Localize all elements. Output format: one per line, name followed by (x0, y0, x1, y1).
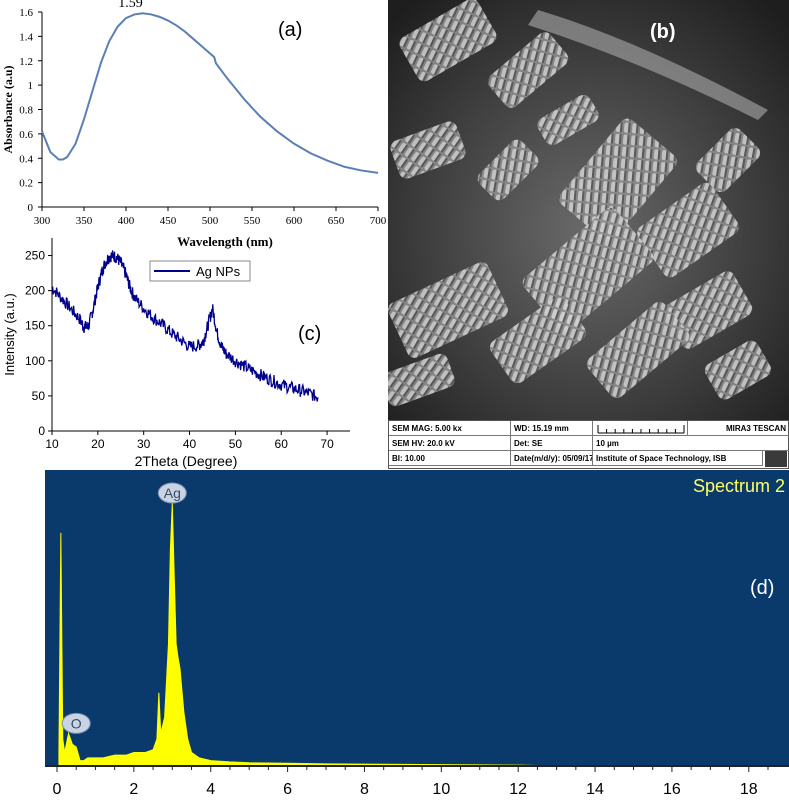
a-y-tick-label: 0 (28, 202, 34, 214)
sem-micrograph: (b) (381, 0, 789, 420)
a-x-tick-label: 650 (328, 215, 345, 227)
c-x-tick-label: 20 (91, 437, 105, 451)
c-y-axis-label: Intensity (a.u.) (2, 293, 17, 375)
d-peak-label-bubble (61, 712, 91, 734)
a-y-tick-label: 1.2 (19, 56, 33, 68)
d-peak-label: O (71, 715, 82, 731)
sem-crystal-cluster (399, 0, 497, 82)
a-y-tick-label: 0.8 (19, 105, 33, 117)
sem-mag: SEM MAG: 5.00 kx (389, 421, 511, 436)
d-x-tick-label: 14 (586, 781, 604, 798)
sem-crystal-cluster (537, 94, 599, 146)
panel-label-d: (d) (750, 577, 774, 599)
sem-crystal-cluster (388, 262, 508, 358)
a-peak-annotation: 1.59 (118, 0, 143, 11)
a-y-tick-label: 1 (28, 80, 34, 92)
a-x-tick-label: 500 (202, 215, 219, 227)
a-x-tick-label: 550 (244, 215, 261, 227)
uv-vis-chart: 300 350 400 450 500 550 600 650 700 0 0.2 0.4 0.6 0.8… (1, 0, 387, 249)
a-x-tick-label: 400 (118, 215, 135, 227)
sem-bi: BI: 10.00 (389, 451, 511, 466)
d-plot-background (45, 470, 789, 766)
d-peak-label: Ag (164, 485, 181, 501)
c-x-tick-label: 50 (229, 437, 243, 451)
sem-brand: MIRA3 TESCAN (688, 421, 789, 436)
edx-spectrum: 0 2 4 6 8 10 12 14 16 18 Spectrum 2 Ag O (d) (45, 470, 789, 798)
sem-scale-label: 10 µm (593, 436, 789, 451)
sem-crystal-cluster (695, 127, 761, 193)
c-y-tick-label: 100 (25, 354, 45, 368)
c-y-tick-label: 0 (38, 424, 45, 438)
sem-crystal-cluster (390, 121, 466, 179)
d-x-tick-label: 0 (53, 781, 62, 798)
c-y-tick-label: 50 (32, 389, 46, 403)
a-x-tick-label: 300 (34, 215, 51, 227)
sem-crystal-cluster (637, 182, 739, 278)
sem-institute: Institute of Space Technology, ISB (593, 451, 763, 466)
sem-crystal-cluster (586, 301, 690, 399)
panel-label-c: (c) (298, 323, 321, 345)
sem-scalebar (593, 421, 688, 436)
d-x-tick-label: 16 (663, 781, 681, 798)
a-y-tick-label: 1.4 (19, 31, 33, 43)
a-x-tick-label: 350 (76, 215, 93, 227)
a-y-axis-label: Absorbance (a.u) (1, 65, 15, 153)
sem-info-bar: SEM MAG: 5.00 kx WD: 15.19 mm MIRA3 TESC… (388, 420, 789, 469)
sem-crystal-cluster (477, 139, 539, 201)
c-legend-box (149, 260, 251, 282)
d-peak-label-bubble (157, 482, 187, 504)
a-y-tick-label: 0.2 (19, 178, 33, 190)
sem-image-panel: (b) SEM MAG: 5.00 kx WD: 15.19 mm MIRA3 … (381, 0, 789, 469)
panel-label-b: (b) (650, 21, 676, 43)
d-spectrum-fill (58, 503, 538, 767)
a-x-axis-label: Wavelength (nm) (177, 234, 273, 249)
c-y-tick-label: 200 (25, 284, 45, 298)
sem-crystal-cluster (489, 296, 587, 384)
c-x-axis-label: 2Theta (Degree) (135, 453, 238, 469)
d-spectrum-title: Spectrum 2 (693, 476, 785, 496)
c-x-tick-label: 60 (275, 437, 289, 451)
xrd-chart-panel: 10 20 30 40 50 60 70 0 50 100 150 200 250 2Theta (Deg… (0, 228, 380, 472)
a-y-tick-label: 0.4 (19, 153, 33, 165)
sem-wd: WD: 15.19 mm (511, 421, 593, 436)
d-x-tick-label: 6 (283, 781, 292, 798)
d-x-tick-label: 10 (432, 781, 450, 798)
d-x-tick-label: 18 (740, 781, 758, 798)
sem-det: Det: SE (511, 436, 593, 451)
c-series-ag-nps (51, 250, 319, 402)
sem-crystal-cluster (559, 118, 677, 242)
c-y-tick-label: 250 (25, 249, 45, 263)
scale-bar-ticks (597, 425, 685, 434)
xrd-chart: 10 20 30 40 50 60 70 0 50 100 150 200 250 2Theta (Deg… (2, 238, 350, 469)
c-x-tick-label: 30 (137, 437, 151, 451)
d-x-tick-label: 2 (129, 781, 138, 798)
sem-date: Date(m/d/y): 05/09/17 (511, 451, 593, 466)
c-x-tick-label: 40 (183, 437, 197, 451)
c-x-tick-label: 70 (320, 437, 334, 451)
sem-crystal-cluster (487, 32, 569, 108)
c-y-tick-label: 150 (25, 319, 45, 333)
uv-vis-chart-panel: 300 350 400 450 500 550 600 650 700 0 0.2 0.4 0.6 0.8… (0, 0, 390, 252)
a-x-tick-label: 700 (370, 215, 387, 227)
a-x-tick-label: 600 (286, 215, 303, 227)
c-legend-label: Ag NPs (196, 264, 241, 279)
sem-crystal-cluster (704, 340, 772, 400)
d-x-tick-label: 12 (509, 781, 527, 798)
a-x-tick-label: 450 (160, 215, 177, 227)
tescan-logo (765, 451, 787, 467)
d-x-tick-label: 4 (206, 781, 215, 798)
sem-hv: SEM HV: 20.0 kV (389, 436, 511, 451)
a-y-tick-label: 1.6 (19, 7, 33, 19)
a-y-tick-label: 0.6 (19, 129, 33, 141)
c-legend: Ag NPs (149, 260, 251, 282)
a-absorbance-line (41, 12, 379, 174)
panel-label-a: (a) (278, 19, 302, 41)
sem-crystal-cluster (381, 353, 455, 407)
edx-spectrum-panel: 0 2 4 6 8 10 12 14 16 18 Spectrum 2 Ag O (d) (0, 470, 789, 804)
d-x-tick-label: 8 (360, 781, 369, 798)
c-x-tick-label: 10 (45, 437, 59, 451)
